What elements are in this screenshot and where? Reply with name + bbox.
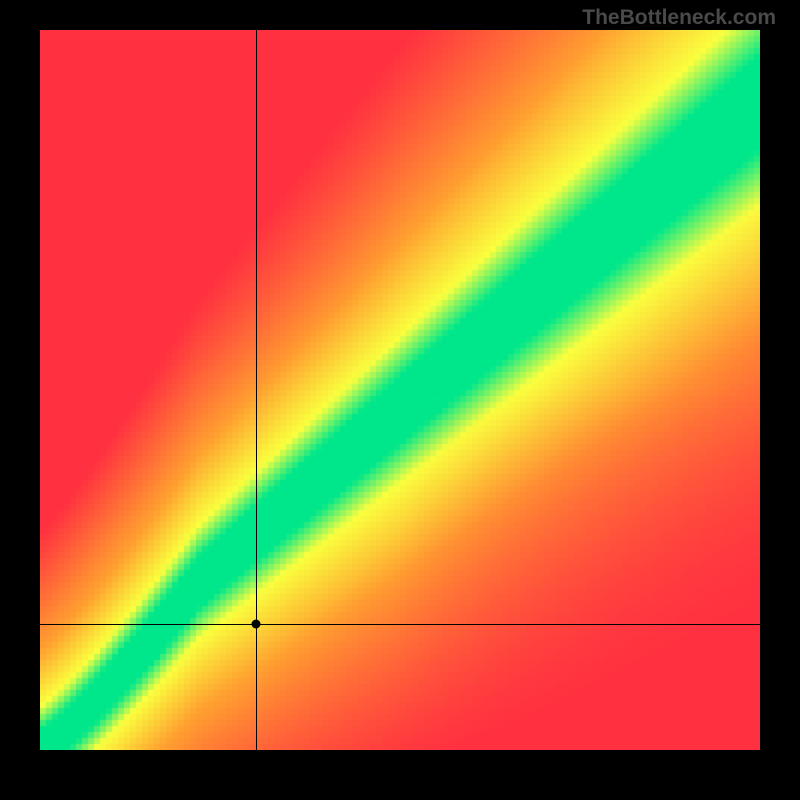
crosshair-horizontal — [40, 624, 760, 625]
crosshair-vertical — [256, 30, 257, 750]
chart-container: TheBottleneck.com — [0, 0, 800, 800]
watermark-text: TheBottleneck.com — [582, 6, 776, 30]
crosshair-marker — [252, 620, 261, 629]
chart-area — [40, 30, 760, 750]
heatmap-canvas — [40, 30, 760, 750]
